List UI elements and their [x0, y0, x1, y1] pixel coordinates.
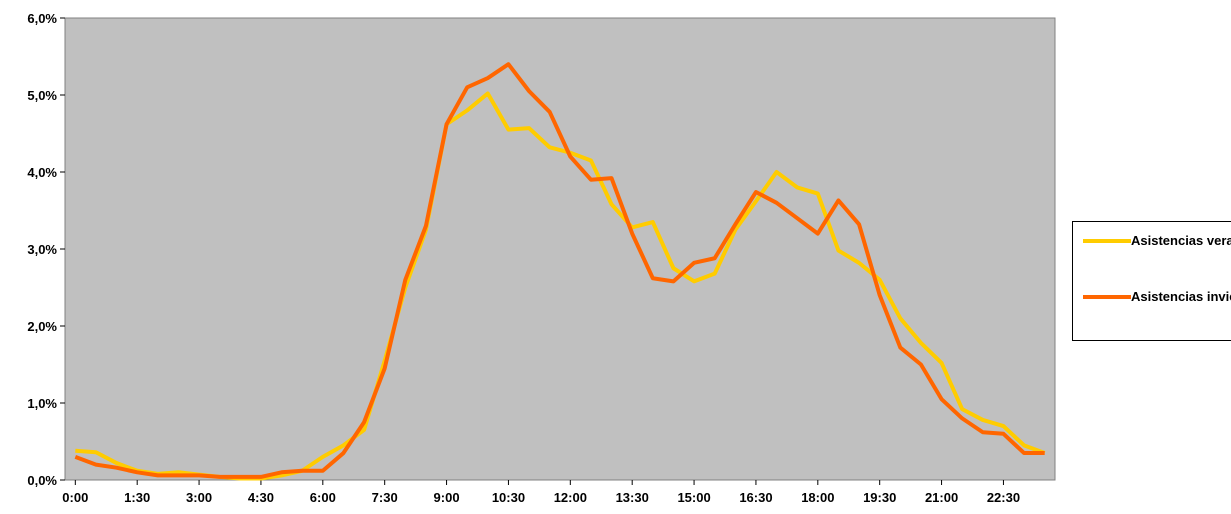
y-tick-label: 3,0%	[27, 242, 57, 257]
legend-swatch-verano	[1083, 239, 1131, 243]
y-tick-label: 4,0%	[27, 165, 57, 180]
legend-item-invierno: Asistencias invierno	[1083, 288, 1231, 305]
x-tick-label: 10:30	[492, 490, 525, 505]
legend-label-invierno: Asistencias invierno	[1131, 288, 1231, 305]
x-tick-label: 15:00	[677, 490, 710, 505]
legend-item-verano: Asistencias verano	[1083, 232, 1231, 249]
x-tick-label: 0:00	[62, 490, 88, 505]
legend-swatch-invierno	[1083, 295, 1131, 299]
x-tick-label: 3:00	[186, 490, 212, 505]
x-tick-label: 22:30	[987, 490, 1020, 505]
x-tick-label: 12:00	[554, 490, 587, 505]
y-tick-label: 2,0%	[27, 319, 57, 334]
x-axis: 0:00 1:30 3:00 4:30 6:00 7:30 9:00 10:30 12:00 13…	[62, 480, 1020, 505]
y-tick-label: 1,0%	[27, 396, 57, 411]
legend: Asistencias verano Asistencias invierno	[1072, 221, 1231, 341]
x-tick-label: 9:00	[434, 490, 460, 505]
legend-label-verano: Asistencias verano	[1131, 232, 1231, 249]
x-tick-label: 7:30	[372, 490, 398, 505]
x-tick-label: 1:30	[124, 490, 150, 505]
x-tick-label: 6:00	[310, 490, 336, 505]
y-tick-label: 0,0%	[27, 473, 57, 488]
y-tick-label: 6,0%	[27, 11, 57, 26]
y-tick-label: 5,0%	[27, 88, 57, 103]
x-tick-label: 21:00	[925, 490, 958, 505]
x-tick-label: 16:30	[739, 490, 772, 505]
x-tick-label: 19:30	[863, 490, 896, 505]
plot-area	[65, 18, 1055, 480]
y-axis: 0,0% 1,0% 2,0% 3,0% 4,0% 5,0% 6,0%	[27, 11, 65, 488]
x-tick-label: 4:30	[248, 490, 274, 505]
x-tick-label: 18:00	[801, 490, 834, 505]
x-tick-label: 13:30	[616, 490, 649, 505]
